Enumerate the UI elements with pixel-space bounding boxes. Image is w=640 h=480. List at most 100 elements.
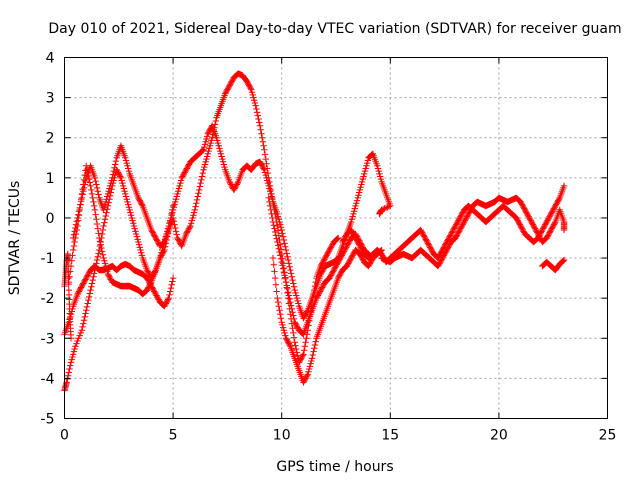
data-point [357, 244, 364, 251]
data-point [549, 208, 556, 215]
data-point [186, 224, 193, 231]
data-point [297, 356, 304, 363]
data-point [211, 121, 219, 128]
data-point [292, 345, 300, 353]
data-point [127, 209, 134, 216]
data-point [82, 310, 89, 317]
y-tick-label: -2 [41, 291, 55, 307]
data-point [138, 252, 146, 259]
data-point [164, 296, 172, 303]
data-point [104, 190, 112, 198]
data-point [345, 240, 352, 247]
y-tick-label: 4 [46, 51, 55, 67]
data-point [465, 210, 472, 218]
data-point [219, 158, 227, 165]
data-point [333, 236, 340, 243]
data-point [200, 166, 207, 174]
data-point [447, 232, 454, 239]
data-point [279, 262, 286, 269]
data-point [534, 230, 542, 238]
data-point [272, 232, 280, 239]
data-point [245, 81, 252, 88]
data-point [203, 153, 211, 160]
data-point [227, 81, 234, 88]
data-point [67, 359, 75, 366]
data-point [199, 169, 206, 177]
data-point [271, 228, 279, 236]
data-point [172, 224, 179, 232]
data-point [198, 176, 205, 184]
data-point [453, 220, 461, 227]
data-point [288, 273, 296, 280]
data-point [300, 315, 307, 322]
data-point [77, 329, 84, 337]
data-point [174, 234, 181, 242]
data-point [544, 216, 552, 223]
data-point [222, 90, 229, 97]
data-point [318, 269, 325, 276]
data-point [529, 220, 536, 227]
data-point [366, 260, 374, 267]
data-point [165, 294, 172, 302]
data-point [77, 285, 84, 293]
data-point [99, 251, 107, 258]
data-point [439, 253, 447, 260]
data-point [124, 198, 131, 206]
data-point [374, 162, 381, 169]
data-point [170, 218, 178, 225]
data-point [128, 214, 136, 222]
data-point [177, 177, 185, 184]
data-point [261, 151, 269, 158]
data-point [203, 133, 211, 140]
data-point [303, 372, 311, 379]
data-point [304, 371, 311, 378]
data-point [445, 234, 453, 242]
data-point [183, 229, 191, 236]
data-point [384, 204, 391, 211]
data-point [311, 345, 318, 352]
data-point [329, 268, 337, 275]
data-point [108, 177, 115, 184]
data-point [434, 262, 442, 270]
data-point [299, 352, 306, 359]
data-point [281, 272, 288, 279]
data-point [331, 265, 338, 272]
data-point [290, 334, 298, 341]
series-track-c [61, 260, 177, 338]
data-point [185, 226, 192, 234]
data-point [143, 266, 151, 274]
data-point [106, 273, 113, 280]
data-point [185, 225, 193, 232]
data-point [94, 225, 102, 232]
data-point [311, 341, 319, 349]
data-point [159, 240, 167, 247]
data-point [122, 157, 130, 164]
data-point [290, 312, 297, 319]
data-point [274, 222, 281, 230]
data-point [306, 363, 314, 370]
data-point [463, 214, 470, 222]
data-point [181, 169, 188, 176]
data-point [162, 300, 170, 307]
data-point [85, 293, 93, 301]
x-tick-label: 5 [169, 428, 178, 444]
data-point [308, 355, 316, 362]
data-point [64, 250, 71, 258]
data-point [89, 194, 96, 202]
data-point [533, 228, 540, 235]
data-point [78, 194, 86, 202]
data-point [202, 138, 209, 145]
data-point [90, 270, 98, 277]
data-point [298, 355, 305, 362]
data-point [263, 174, 270, 182]
data-point [204, 150, 212, 157]
data-point [348, 218, 355, 226]
data-point [182, 166, 190, 174]
data-point [197, 179, 204, 187]
data-point [332, 264, 339, 271]
data-point [312, 338, 319, 345]
data-point [163, 298, 170, 306]
data-point [102, 198, 109, 206]
data-point [268, 193, 275, 200]
data-point [319, 268, 326, 275]
